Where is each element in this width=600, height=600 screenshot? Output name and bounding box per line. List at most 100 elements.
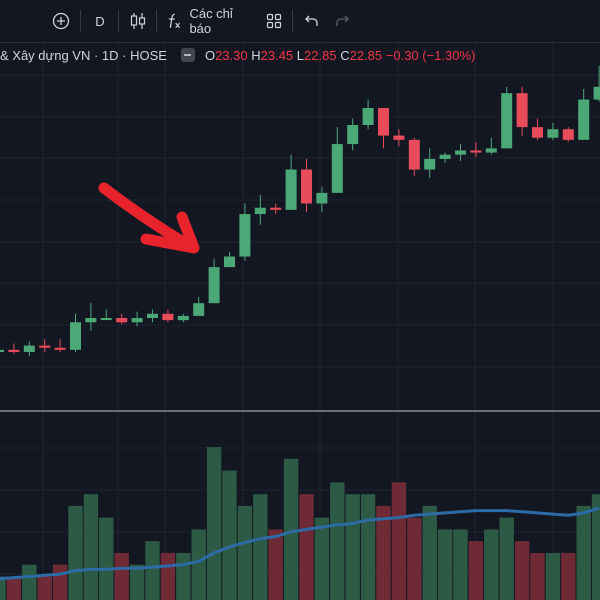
candle — [270, 203, 282, 215]
layout-button[interactable] — [264, 10, 284, 32]
candle — [23, 341, 35, 357]
candle-body — [347, 125, 359, 145]
candle-body — [378, 108, 389, 136]
candle — [116, 313, 128, 325]
candle — [501, 86, 513, 149]
close-label: C — [340, 47, 350, 63]
candle — [470, 141, 482, 157]
volume-bar — [453, 529, 468, 600]
toolbar-divider — [292, 10, 293, 32]
collapse-legend-button[interactable] — [180, 48, 195, 62]
candle-body — [224, 256, 235, 268]
candle — [439, 152, 451, 164]
candle-body — [516, 93, 528, 128]
candle-body — [562, 129, 574, 140]
candle-body — [316, 192, 328, 204]
candle-body — [331, 144, 343, 193]
indicators-button[interactable]: Các chỉ báo — [166, 6, 256, 36]
candle — [562, 127, 574, 142]
candle — [408, 137, 420, 176]
candle-body — [578, 99, 590, 140]
volume-bar — [391, 482, 407, 600]
redo-icon — [336, 15, 349, 26]
volume-bar — [530, 552, 545, 600]
volume-bar — [68, 505, 83, 600]
volume-bar — [345, 494, 360, 600]
volume-bar — [330, 482, 345, 600]
candle-body — [301, 169, 312, 204]
top-toolbar: D Các chỉ báo — [0, 0, 600, 43]
candle-body — [100, 318, 112, 321]
candle — [393, 129, 405, 147]
undo-button[interactable] — [302, 10, 322, 32]
candle — [301, 158, 312, 212]
high-value: 23.45 — [260, 47, 294, 63]
candle — [331, 127, 343, 193]
volume-bar — [0, 576, 6, 600]
volume-ma-line — [0, 506, 600, 581]
candle-body — [455, 150, 466, 155]
candle — [0, 349, 4, 352]
candle-body — [408, 139, 420, 170]
change-value: −0.30 (−1.30%) — [385, 47, 476, 63]
candle-body — [547, 129, 559, 138]
candle — [70, 313, 81, 352]
volume-bar — [37, 576, 52, 600]
volume-bar — [561, 552, 576, 600]
candle-body — [70, 322, 81, 350]
volume-bar — [191, 529, 206, 600]
open-value: 23.30 — [215, 47, 248, 63]
candle — [8, 343, 20, 355]
close-value: 22.85 — [349, 47, 383, 63]
volume-bar — [222, 470, 237, 600]
low-label: L — [296, 47, 305, 63]
volume-bar — [22, 564, 37, 600]
grid-icon — [266, 13, 282, 29]
chart-grid — [0, 42, 600, 600]
volume-pane — [0, 447, 600, 600]
interval-label: D — [95, 13, 105, 29]
volume-bar — [576, 505, 591, 600]
candle-body — [54, 347, 66, 350]
candle-body — [239, 214, 251, 257]
volume-bar — [253, 494, 268, 600]
candle-body — [424, 158, 436, 170]
volume-bar — [422, 505, 437, 600]
candle-body — [501, 93, 513, 149]
volume-bar — [299, 494, 314, 600]
open-label: O — [204, 47, 216, 63]
candle — [578, 88, 590, 140]
volume-bar — [52, 564, 68, 600]
candle-body — [439, 154, 451, 159]
candle — [177, 313, 189, 323]
candle-body — [131, 318, 143, 323]
candle — [100, 309, 112, 321]
candle-body — [147, 313, 158, 319]
toolbar-divider — [80, 10, 81, 32]
chart-type-button[interactable] — [128, 10, 148, 32]
volume-bar — [206, 447, 222, 600]
candle — [239, 203, 251, 261]
candle — [285, 154, 297, 210]
add-symbol-button[interactable] — [50, 10, 72, 32]
volume-bar — [83, 494, 99, 600]
price-pane — [0, 65, 600, 357]
candle-body — [85, 318, 97, 323]
candle — [54, 339, 66, 352]
candle — [208, 258, 220, 304]
candle-body — [470, 150, 482, 153]
volume-bar — [283, 458, 299, 600]
interval-button[interactable]: D — [90, 10, 110, 32]
volume-bar — [437, 529, 453, 600]
chart-legend: & Xây dựng VN · 1D · HOSE O 23.30 H 23.45 … — [0, 44, 600, 66]
toolbar-divider — [156, 10, 157, 32]
volume-bar — [99, 517, 114, 600]
candle — [516, 86, 528, 136]
candle — [485, 137, 497, 155]
redo-button[interactable] — [332, 10, 352, 32]
symbol-title[interactable]: & Xây dựng VN · 1D · HOSE — [0, 47, 167, 63]
volume-bar — [268, 529, 283, 600]
candle-body — [485, 148, 497, 153]
candle — [316, 186, 328, 212]
